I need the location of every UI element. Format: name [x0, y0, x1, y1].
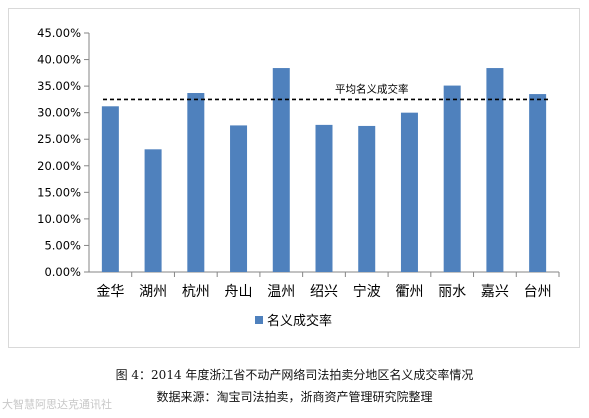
x-tick-label: 湖州: [139, 284, 167, 300]
x-tick-label: 宁波: [353, 283, 381, 300]
bar: [486, 68, 504, 272]
x-tick-label: 嘉兴: [481, 284, 509, 300]
bar: [272, 68, 290, 272]
y-tick-label: 10.00%: [37, 212, 81, 226]
legend: 名义成交率: [255, 313, 332, 329]
x-tick-label: 绍兴: [310, 284, 338, 300]
bar: [101, 106, 119, 272]
bar: [400, 112, 418, 273]
legend-swatch: [255, 316, 263, 324]
y-tick-label: 0.00%: [44, 265, 81, 279]
reference-line-label: 平均名义成交率: [335, 82, 409, 95]
x-tick-label: 舟山: [225, 284, 253, 300]
bar: [187, 93, 205, 272]
bar: [315, 124, 333, 272]
x-tick-label: 衢州: [395, 283, 423, 300]
y-tick-label: 5.00%: [44, 238, 81, 252]
x-axis: 金华 湖州 杭州 舟山 温州 绍兴 宁波 衢州 丽水 嘉兴 台州: [96, 272, 560, 300]
y-tick-label: 25.00%: [37, 132, 81, 146]
x-tick-label: 金华: [96, 284, 124, 300]
y-tick-label: 20.00%: [37, 159, 81, 173]
bar-chart: 0.00% 5.00% 10.00% 15.00% 20.00% 25.00% 30.00%…: [37, 26, 560, 329]
data-source: 数据来源：淘宝司法拍卖，浙商资产管理研究院整理: [156, 390, 433, 404]
x-tick-label: 杭州: [182, 284, 210, 300]
y-tick-label: 45.00%: [37, 26, 81, 40]
chart-frame: 0.00% 5.00% 10.00% 15.00% 20.00% 25.00% 30.00%…: [8, 8, 580, 348]
x-tick-label: 台州: [524, 284, 552, 300]
reference-line-group: 平均名义成交率: [103, 82, 551, 101]
bar: [358, 125, 376, 272]
bar: [230, 125, 248, 272]
x-tick-label: 温州: [267, 284, 295, 300]
y-tick-label: 15.00%: [37, 185, 81, 199]
y-tick-label: 35.00%: [37, 79, 81, 93]
bar: [529, 94, 547, 272]
legend-label: 名义成交率: [267, 313, 332, 329]
bar: [144, 149, 162, 272]
watermark: 大智慧阿思达克通讯社: [2, 398, 112, 411]
y-axis: 0.00% 5.00% 10.00% 15.00% 20.00% 25.00% 30.00%…: [37, 26, 559, 279]
bar: [443, 85, 461, 272]
x-tick-label: 丽水: [438, 284, 466, 300]
bars: [101, 68, 547, 273]
y-tick-label: 30.00%: [37, 106, 81, 120]
y-tick-label: 40.00%: [37, 53, 81, 67]
figure-caption: 图 4：2014 年度浙江省不动产网络司法拍卖分地区名义成交率情况: [115, 368, 474, 382]
